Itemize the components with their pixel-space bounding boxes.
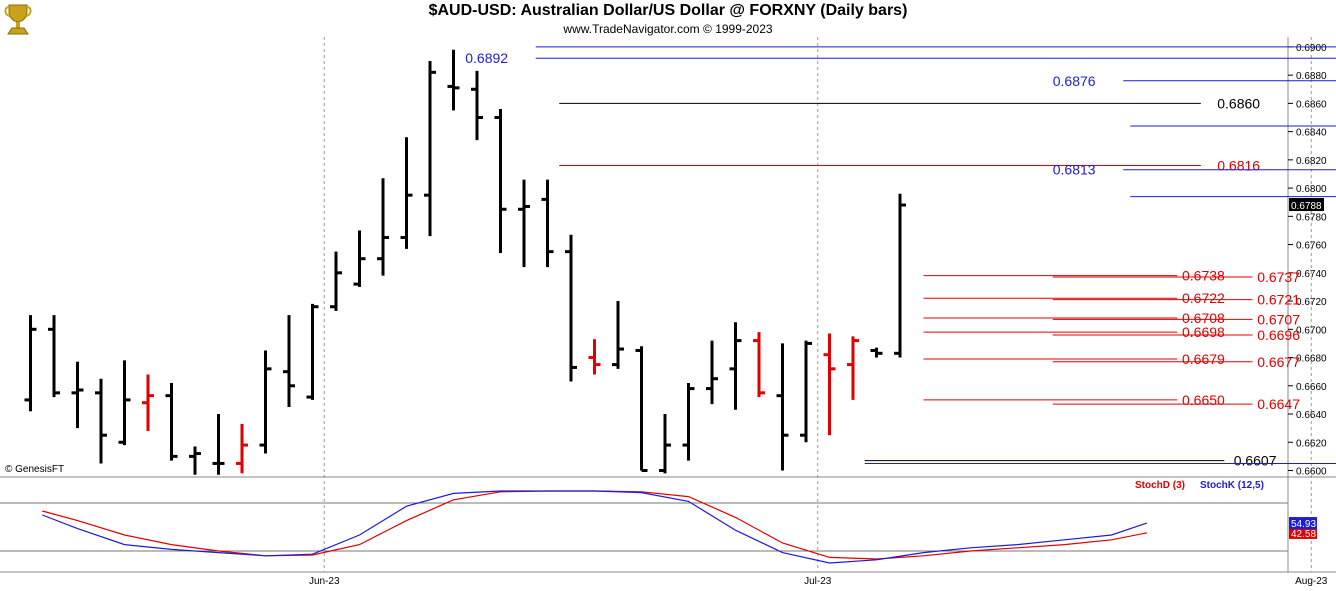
price-tick-label-8: 0.6760 <box>1296 241 1327 252</box>
ohlc-bar-2 <box>71 361 84 429</box>
price-tick-label-15: 0.6900 <box>1296 43 1327 54</box>
ohlc-bar-6 <box>165 382 178 461</box>
level-label-8: 0.6738 <box>1182 268 1225 284</box>
ohlc-bar-0 <box>24 315 37 412</box>
ohlc-bar-12 <box>306 303 319 400</box>
price-tick-label-7: 0.6740 <box>1296 269 1327 280</box>
legend-stochd: StochD (3) <box>1135 480 1185 491</box>
ohlc-bar-36 <box>870 347 883 358</box>
trophy-logo-icon <box>4 4 32 35</box>
last-price-label: 0.6788 <box>1291 201 1322 212</box>
level-label-2: 0.6876 <box>1053 73 1096 89</box>
price-tick-label-4: 0.6680 <box>1296 354 1327 365</box>
ohlc-bar-22 <box>541 179 554 268</box>
stoch-last-label-0: 42.58 <box>1291 529 1316 540</box>
level-label-16: 0.6679 <box>1182 351 1225 367</box>
chart-subtitle: www.TradeNavigator.com © 1999-2023 <box>563 22 773 36</box>
price-tick-label-6: 0.6720 <box>1296 297 1327 308</box>
date-axis: Jun-23 Jul-23 Aug-23 <box>309 576 1328 587</box>
ohlc-bar-14 <box>353 230 366 287</box>
chart-title: $AUD-USD: Australian Dollar/US Dollar @ … <box>428 2 908 19</box>
level-label-20: 0.6607 <box>1234 453 1277 469</box>
price-levels: 0.69000.68920.68760.68600.68440.68160.68… <box>465 46 1336 469</box>
ohlc-bar-32 <box>776 343 789 471</box>
ohlc-bar-5 <box>142 374 154 431</box>
ohlc-bar-25 <box>612 301 624 369</box>
level-label-1: 0.6892 <box>465 50 508 66</box>
price-axis: 0.6600 0.6620 0.6640 0.6660 0.6680 0.6700 0.67… <box>1288 43 1327 478</box>
level-label-14: 0.6698 <box>1182 324 1225 340</box>
price-tick-label-2: 0.6640 <box>1296 410 1327 421</box>
ohlc-bar-18 <box>447 49 460 111</box>
price-tick-label-12: 0.6840 <box>1296 128 1327 139</box>
level-label-10: 0.6722 <box>1182 290 1225 306</box>
ohlc-bar-13 <box>330 251 342 311</box>
ohlc-bar-19 <box>471 70 483 141</box>
date-label-2: Aug-23 <box>1295 576 1328 587</box>
ohlc-bar-26 <box>635 346 648 472</box>
ohlc-bar-16 <box>400 137 413 249</box>
level-label-13: 0.6707 <box>1257 311 1300 327</box>
stoch-series-0 <box>42 490 1147 560</box>
level-label-18: 0.6650 <box>1182 392 1225 408</box>
last-price-box <box>1289 198 1324 212</box>
stoch-last-box-0 <box>1289 526 1317 539</box>
date-label-1: Jul-23 <box>804 576 832 587</box>
ohlc-bars <box>24 49 906 475</box>
level-label-19: 0.6647 <box>1257 396 1300 412</box>
ohlc-bar-37 <box>894 193 906 358</box>
ohlc-bar-4 <box>118 360 131 446</box>
ohlc-bar-9 <box>236 423 248 474</box>
ohlc-bar-8 <box>212 414 225 475</box>
ohlc-bar-33 <box>800 340 812 443</box>
price-tick-label-9: 0.6780 <box>1296 212 1327 223</box>
price-tick-label-13: 0.6860 <box>1296 99 1327 110</box>
watermark: © GenesisFT <box>5 464 64 475</box>
stoch-last-box-1 <box>1289 517 1317 530</box>
ohlc-bar-28 <box>682 382 695 461</box>
price-tick-label-5: 0.6700 <box>1296 325 1327 336</box>
level-label-3: 0.6860 <box>1217 95 1260 111</box>
price-tick-label-3: 0.6660 <box>1296 382 1327 393</box>
level-label-11: 0.6721 <box>1257 292 1300 308</box>
stoch-series-1 <box>42 490 1147 564</box>
stochastic-guides <box>0 502 1288 552</box>
ohlc-bar-20 <box>494 109 507 254</box>
price-tick-label-1: 0.6620 <box>1296 438 1327 449</box>
price-tick-label-0: 0.6600 <box>1296 467 1327 478</box>
ohlc-bar-30 <box>729 322 742 410</box>
level-label-15: 0.6696 <box>1257 327 1300 343</box>
ohlc-bar-24 <box>588 339 601 375</box>
ohlc-bar-10 <box>259 350 272 454</box>
level-label-17: 0.6677 <box>1257 354 1300 370</box>
price-tick-label-11: 0.6820 <box>1296 156 1327 167</box>
ohlc-bar-35 <box>847 336 859 400</box>
date-label-0: Jun-23 <box>309 576 340 587</box>
price-tick-label-10: 0.6800 <box>1296 184 1327 195</box>
ohlc-bar-3 <box>95 378 107 464</box>
ohlc-bar-21 <box>518 179 530 268</box>
level-label-6: 0.6813 <box>1053 162 1096 178</box>
ohlc-bar-23 <box>565 234 577 382</box>
stoch-last-label-1: 54.93 <box>1291 519 1316 530</box>
vertical-gridlines <box>323 37 1312 572</box>
ohlc-bar-17 <box>424 61 436 237</box>
ohlc-bar-11 <box>283 315 295 407</box>
ohlc-bar-29 <box>706 340 718 405</box>
ohlc-bar-7 <box>189 446 201 475</box>
ohlc-bar-34 <box>823 333 836 436</box>
ohlc-bar-27 <box>659 414 671 474</box>
level-label-12: 0.6708 <box>1182 310 1225 326</box>
ohlc-bar-31 <box>753 332 765 398</box>
level-label-5: 0.6816 <box>1217 158 1260 174</box>
level-label-9: 0.6737 <box>1257 269 1300 285</box>
price-tick-label-14: 0.6880 <box>1296 71 1327 82</box>
ohlc-bar-15 <box>377 178 389 276</box>
legend-stochk: StochK (12,5) <box>1200 480 1264 491</box>
ohlc-bar-1 <box>48 315 60 398</box>
